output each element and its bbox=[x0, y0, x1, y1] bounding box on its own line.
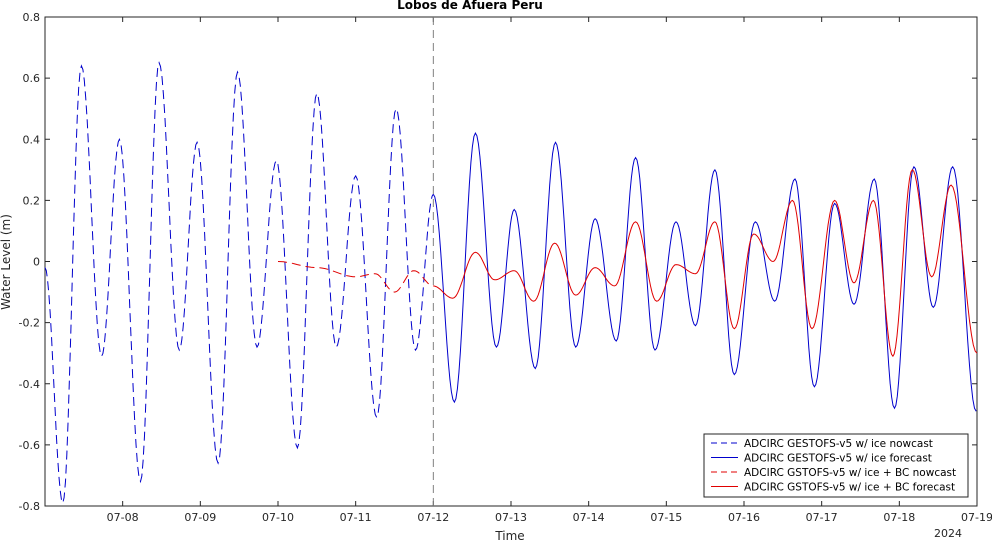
series-line-adcirc-gestofs-v5-w-ice-nowcast bbox=[44, 61, 434, 505]
x-tick-label: 07-15 bbox=[650, 511, 682, 524]
x-tick-label: 07-19 bbox=[961, 511, 992, 524]
series-line-adcirc-gstofs-v5-w-ice-bc-forecast bbox=[433, 168, 978, 358]
y-tick-label: -0.8 bbox=[19, 500, 40, 513]
y-axis-label: Water Level (m) bbox=[0, 214, 13, 310]
legend-entry-label: ADCIRC GSTOFS-v5 w/ ice + BC nowcast bbox=[744, 467, 956, 479]
y-tick-label: -0.4 bbox=[19, 378, 40, 391]
year-label: 2024 bbox=[934, 527, 962, 540]
x-tick-label: 07-14 bbox=[573, 511, 605, 524]
y-tick-label: 0.8 bbox=[23, 11, 41, 24]
x-tick-label: 07-12 bbox=[417, 511, 449, 524]
series-line-adcirc-gstofs-v5-w-ice-bc-nowcast bbox=[277, 261, 434, 293]
x-tick-label: 07-08 bbox=[107, 511, 139, 524]
x-axis: 07-08 07-09 07-10 07-11 07-12 07-13 07-14 07-15… bbox=[107, 17, 992, 524]
x-tick-label: 07-09 bbox=[184, 511, 216, 524]
x-tick-label: 07-13 bbox=[495, 511, 527, 524]
x-tick-label: 07-11 bbox=[340, 511, 372, 524]
plot-area bbox=[44, 16, 978, 507]
x-axis-label: Time bbox=[494, 529, 524, 541]
legend-entry-label: ADCIRC GSTOFS-v5 w/ ice + BC forecast bbox=[744, 482, 955, 494]
y-tick-label: -0.2 bbox=[19, 317, 40, 330]
y-tick-label: -0.6 bbox=[19, 439, 40, 452]
x-tick-label: 07-17 bbox=[806, 511, 838, 524]
chart-title: Lobos de Afuera Peru bbox=[397, 0, 543, 12]
y-tick-label: 0 bbox=[33, 256, 40, 269]
y-axis: -0.8 -0.6 -0.4 -0.2 0 0.2 0.4 0.6 0.8 bbox=[19, 11, 977, 513]
y-tick-label: 0.4 bbox=[23, 133, 41, 146]
series-layer bbox=[44, 61, 978, 505]
legend-box bbox=[703, 433, 969, 498]
legend: ADCIRC GESTOFS-v5 w/ ice nowcast ADCIRC G… bbox=[703, 433, 969, 498]
legend-entry-label: ADCIRC GESTOFS-v5 w/ ice forecast bbox=[744, 453, 932, 465]
legend-entry-label: ADCIRC GESTOFS-v5 w/ ice nowcast bbox=[744, 438, 933, 450]
x-tick-label: 07-10 bbox=[262, 511, 294, 524]
y-tick-label: 0.2 bbox=[23, 194, 41, 207]
x-tick-label: 07-16 bbox=[728, 511, 760, 524]
x-tick-label: 07-18 bbox=[883, 511, 915, 524]
y-tick-label: 0.6 bbox=[23, 72, 41, 85]
